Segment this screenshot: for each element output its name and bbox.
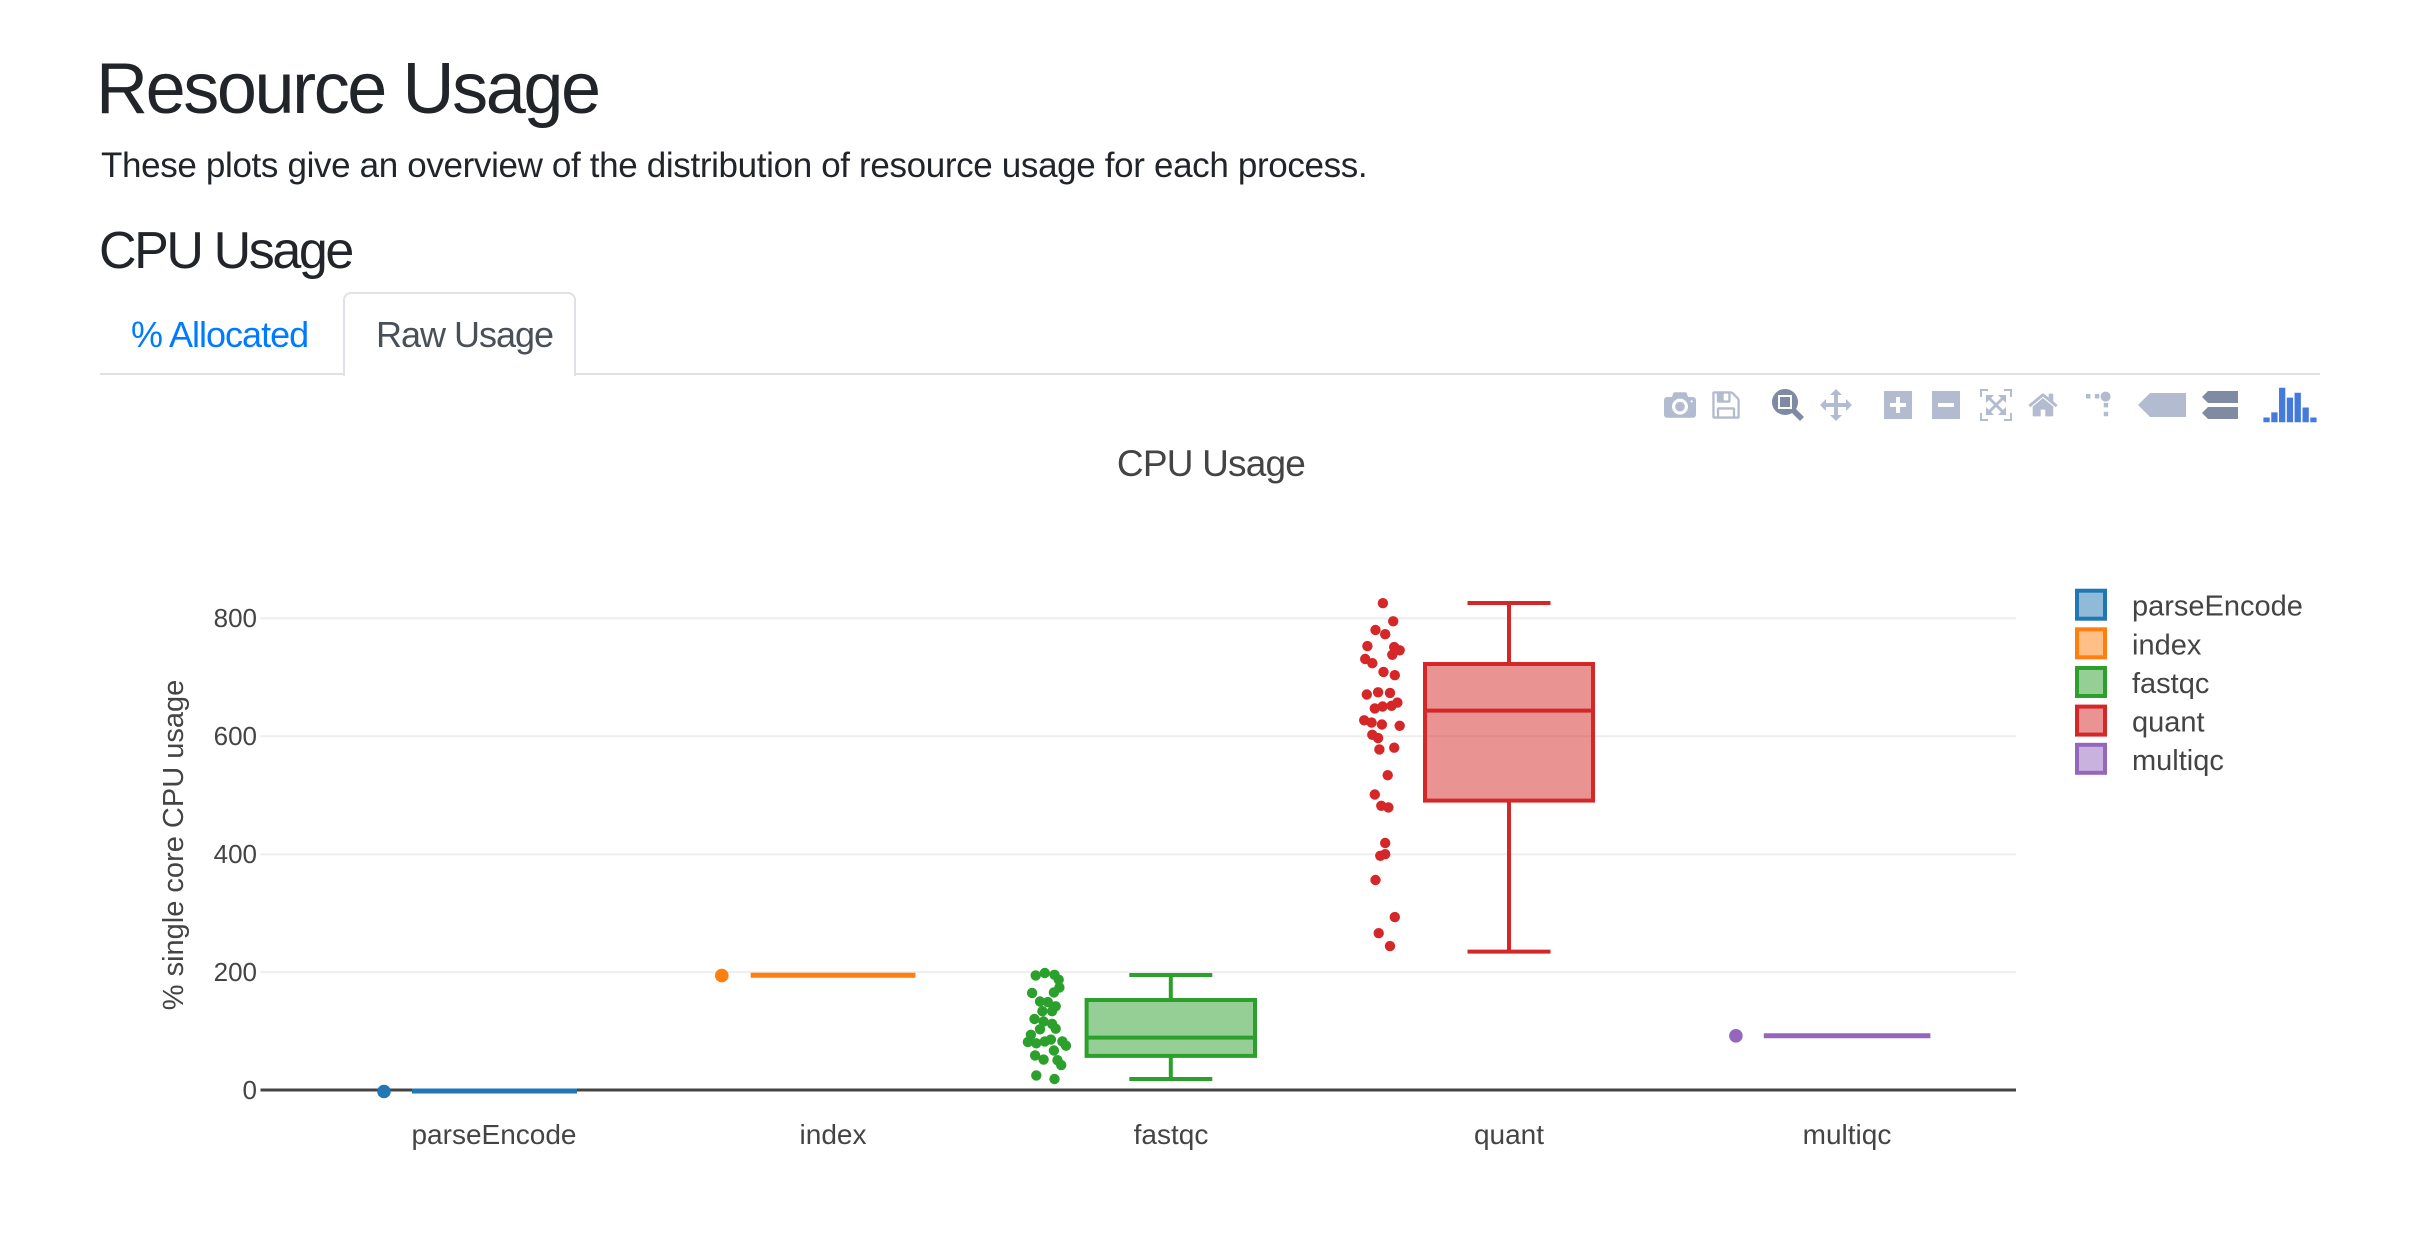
svg-text:0: 0 — [243, 1075, 257, 1105]
svg-text:multiqc: multiqc — [1803, 1119, 1892, 1150]
svg-text:fastqc: fastqc — [1134, 1119, 1209, 1150]
svg-text:CPU Usage: CPU Usage — [1117, 443, 1305, 484]
svg-text:% single core CPU usage: % single core CPU usage — [158, 680, 190, 1010]
svg-text:600: 600 — [214, 721, 257, 751]
svg-text:800: 800 — [214, 603, 257, 633]
svg-text:quant: quant — [2132, 707, 2205, 739]
svg-text:index: index — [2132, 629, 2202, 661]
svg-text:parseEncode: parseEncode — [411, 1119, 576, 1150]
svg-text:quant: quant — [1474, 1119, 1544, 1150]
svg-text:parseEncode: parseEncode — [2132, 591, 2303, 623]
svg-text:multiqc: multiqc — [2132, 745, 2224, 777]
svg-text:200: 200 — [214, 957, 257, 987]
svg-text:fastqc: fastqc — [2132, 668, 2209, 700]
svg-text:index: index — [800, 1119, 867, 1150]
svg-text:400: 400 — [214, 839, 257, 869]
